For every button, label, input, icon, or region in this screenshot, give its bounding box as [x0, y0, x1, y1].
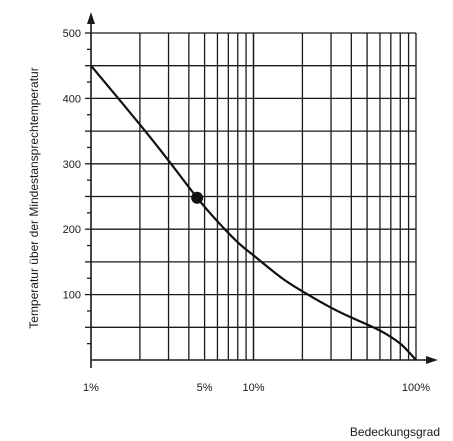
y-tick-label: 500 [63, 28, 81, 40]
axes [85, 12, 438, 368]
y-axis-arrow [87, 12, 95, 24]
y-tick-label: 300 [63, 159, 81, 171]
y-tick-label: 400 [63, 93, 81, 105]
highlight-point [191, 191, 204, 204]
series [90, 64, 417, 361]
tick-labels: 100 200 300 400 500 1% 5% 10% 100% [63, 28, 431, 394]
x-tick-label: 1% [83, 382, 99, 394]
series-line [90, 64, 417, 361]
x-tick-label: 5% [197, 382, 213, 394]
x-tick-label: 100% [402, 382, 430, 394]
x-axis-arrow [426, 356, 438, 364]
y-tick-label: 100 [63, 290, 81, 302]
y-tick-label: 200 [63, 224, 81, 236]
y-axis-title: Temperatur über der Mindestansprechtempe… [27, 67, 41, 328]
grid [91, 32, 417, 360]
x-tick-label: 10% [242, 382, 264, 394]
x-axis-title: Bedeckungsgrad [350, 425, 440, 439]
